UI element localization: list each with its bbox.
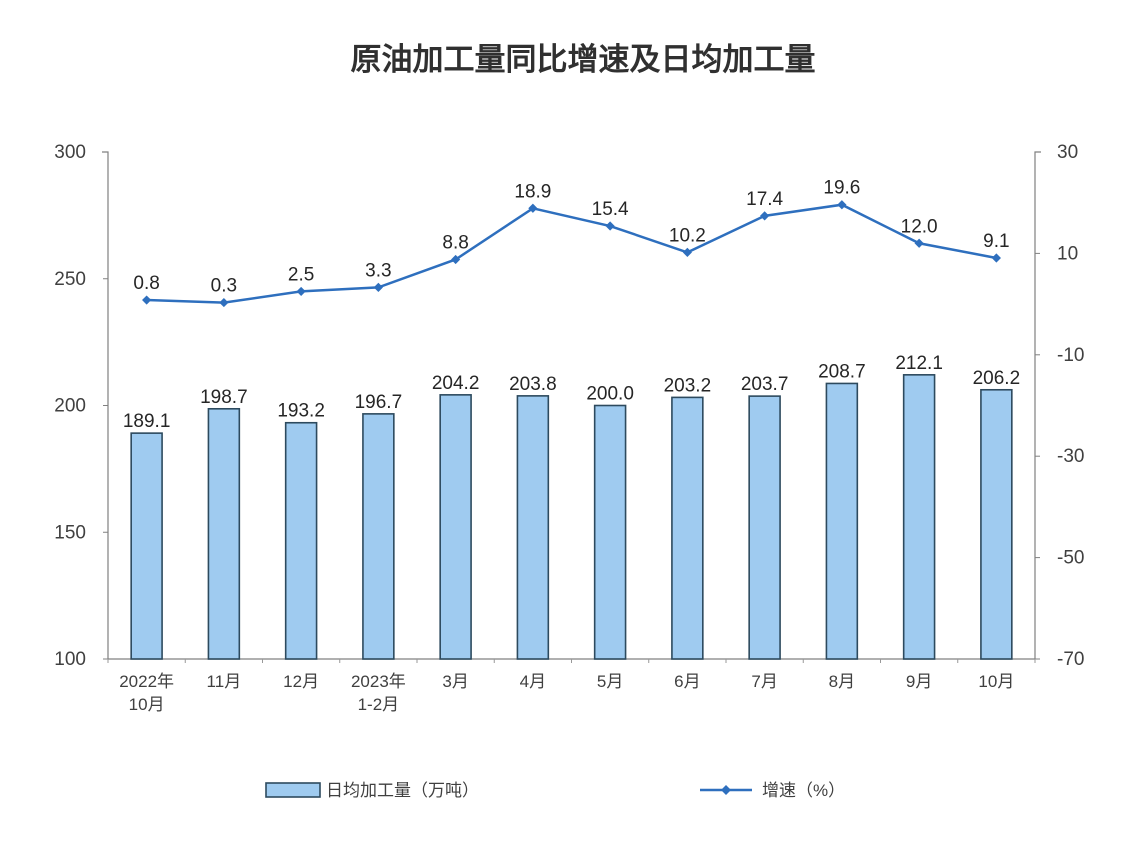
svg-text:4月: 4月 — [520, 672, 546, 691]
svg-text:0.3: 0.3 — [211, 276, 237, 297]
svg-text:206.2: 206.2 — [973, 368, 1021, 389]
svg-text:9.1: 9.1 — [983, 231, 1009, 252]
svg-text:15.4: 15.4 — [592, 199, 629, 220]
svg-text:10: 10 — [1057, 243, 1078, 264]
svg-text:200: 200 — [54, 396, 86, 417]
svg-text:189.1: 189.1 — [123, 411, 171, 432]
svg-text:17.4: 17.4 — [746, 189, 783, 210]
svg-text:18.9: 18.9 — [514, 181, 551, 202]
svg-text:203.8: 203.8 — [509, 374, 557, 395]
svg-text:250: 250 — [54, 269, 86, 290]
svg-text:-30: -30 — [1057, 446, 1084, 467]
svg-text:193.2: 193.2 — [277, 401, 325, 422]
svg-text:3月: 3月 — [442, 672, 468, 691]
svg-text:日均加工量（万吨）: 日均加工量（万吨） — [326, 781, 479, 800]
svg-text:204.2: 204.2 — [432, 373, 480, 394]
svg-text:12.0: 12.0 — [901, 216, 938, 237]
svg-text:208.7: 208.7 — [818, 361, 866, 382]
svg-text:8.8: 8.8 — [442, 232, 468, 253]
svg-text:-50: -50 — [1057, 548, 1084, 569]
svg-text:100: 100 — [54, 649, 86, 670]
svg-text:8月: 8月 — [829, 672, 855, 691]
svg-text:5月: 5月 — [597, 672, 623, 691]
svg-text:11月: 11月 — [207, 672, 242, 691]
svg-text:212.1: 212.1 — [895, 353, 943, 374]
svg-text:203.7: 203.7 — [741, 374, 789, 395]
svg-text:-10: -10 — [1057, 345, 1084, 366]
svg-text:2.5: 2.5 — [288, 264, 314, 285]
svg-text:150: 150 — [54, 522, 86, 543]
svg-text:12月: 12月 — [283, 672, 319, 691]
svg-text:-70: -70 — [1057, 649, 1084, 670]
svg-text:203.2: 203.2 — [664, 375, 712, 396]
svg-text:原油加工量同比增速及日均加工量: 原油加工量同比增速及日均加工量 — [351, 42, 816, 77]
svg-text:0.8: 0.8 — [133, 273, 159, 294]
svg-text:2022年: 2022年 — [119, 672, 174, 691]
svg-text:增速（%）: 增速（%） — [762, 781, 845, 800]
svg-text:300: 300 — [54, 142, 86, 163]
svg-text:2023年: 2023年 — [351, 672, 406, 691]
svg-text:3.3: 3.3 — [365, 260, 391, 281]
svg-text:198.7: 198.7 — [200, 387, 248, 408]
svg-text:196.7: 196.7 — [355, 392, 403, 413]
svg-text:200.0: 200.0 — [586, 384, 634, 405]
svg-text:10月: 10月 — [978, 672, 1014, 691]
svg-text:10月: 10月 — [129, 695, 165, 714]
svg-text:9月: 9月 — [906, 672, 932, 691]
svg-text:19.6: 19.6 — [823, 178, 860, 199]
svg-text:1-2月: 1-2月 — [358, 695, 400, 714]
svg-text:10.2: 10.2 — [669, 225, 706, 246]
svg-text:30: 30 — [1057, 142, 1078, 163]
svg-text:7月: 7月 — [751, 672, 777, 691]
svg-text:6月: 6月 — [674, 672, 700, 691]
